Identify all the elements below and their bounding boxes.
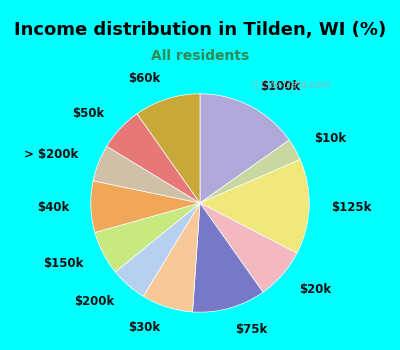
Text: $75k: $75k: [235, 323, 268, 336]
Wedge shape: [200, 160, 309, 253]
Wedge shape: [200, 203, 297, 292]
Text: ⓘ City-Data.com: ⓘ City-Data.com: [252, 80, 331, 90]
Text: $50k: $50k: [72, 107, 104, 120]
Wedge shape: [200, 94, 289, 203]
Text: $30k: $30k: [128, 321, 160, 334]
Wedge shape: [93, 146, 200, 203]
Wedge shape: [91, 181, 200, 232]
Text: $10k: $10k: [314, 132, 346, 145]
Text: > $200k: > $200k: [24, 148, 78, 161]
Text: Income distribution in Tilden, WI (%): Income distribution in Tilden, WI (%): [14, 21, 386, 39]
Text: All residents: All residents: [151, 49, 249, 63]
Wedge shape: [192, 203, 263, 312]
Wedge shape: [115, 203, 200, 296]
Text: $40k: $40k: [37, 201, 69, 214]
Wedge shape: [95, 203, 200, 272]
Text: $150k: $150k: [43, 257, 84, 270]
Text: $20k: $20k: [299, 282, 331, 296]
Text: $60k: $60k: [128, 72, 160, 85]
Wedge shape: [137, 94, 200, 203]
Wedge shape: [200, 140, 300, 203]
Wedge shape: [107, 114, 200, 203]
Text: $200k: $200k: [74, 295, 114, 308]
Wedge shape: [143, 203, 200, 312]
Text: $100k: $100k: [260, 80, 300, 93]
Text: $125k: $125k: [331, 201, 371, 214]
